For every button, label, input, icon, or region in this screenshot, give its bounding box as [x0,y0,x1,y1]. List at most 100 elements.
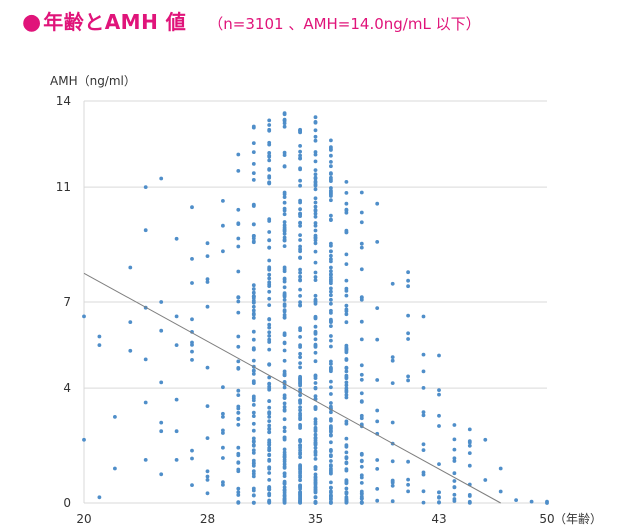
data-point [344,499,349,504]
data-point [344,201,349,206]
data-point [267,142,272,147]
data-point [329,145,333,150]
data-point [282,302,287,307]
data-point [282,435,287,440]
data-point [344,461,349,466]
data-point [298,335,302,339]
data-point [298,294,302,298]
data-point [329,463,333,468]
data-point [313,417,318,421]
data-point [313,337,318,342]
data-point [267,154,272,159]
data-point [251,381,256,385]
data-point [329,448,333,452]
data-point [467,500,472,505]
data-point [359,464,364,469]
data-point [359,377,364,382]
data-point [452,423,457,427]
data-point [298,211,302,216]
data-point [313,481,318,485]
data-point [467,493,472,497]
data-point [282,220,287,224]
data-point [267,448,272,452]
data-point [329,253,333,258]
data-point [267,317,272,322]
data-point [359,496,364,500]
data-point [329,217,333,222]
data-point [267,381,272,386]
data-point [298,383,302,388]
data-point [251,312,256,317]
data-point [251,236,256,241]
data-point [329,281,333,286]
data-point [359,452,364,457]
data-point [251,394,256,399]
data-point [236,500,241,505]
data-point [159,472,164,477]
data-point [452,456,457,461]
data-point [267,465,272,470]
data-point [406,482,410,487]
data-point [298,200,302,205]
data-point [467,443,472,448]
data-point [128,265,133,270]
data-point [313,442,318,446]
data-point [359,481,364,485]
data-point [344,312,349,317]
y-tick-label: 7 [63,295,71,309]
data-point [282,292,287,297]
data-point [452,499,457,503]
data-point [298,300,302,305]
data-point [174,429,179,434]
data-point [267,325,272,330]
data-point [298,478,302,483]
data-point [298,303,302,308]
data-point [359,210,364,215]
data-point [344,395,349,400]
data-point [344,490,349,495]
data-point [251,150,256,155]
data-point [313,183,318,188]
data-point [221,480,225,485]
data-point [344,252,349,257]
data-point [267,426,272,431]
data-point [406,337,410,341]
data-point [267,158,272,163]
data-point [190,448,194,453]
data-point [282,195,287,200]
data-point [282,429,287,434]
data-point [251,294,256,299]
data-point [236,169,241,173]
data-point [282,164,287,169]
data-point [298,375,302,380]
data-point [251,474,256,479]
chart-subtitle: （n=3101 、AMH=14.0ng/mL 以下） [208,15,481,33]
data-point [251,290,256,295]
data-point [282,455,287,459]
data-point [406,284,410,289]
data-point [282,401,287,406]
data-point [267,245,272,250]
data-point [298,355,302,360]
data-point [498,466,503,471]
data-point [236,269,241,274]
data-point [329,433,333,438]
data-point [251,369,256,373]
data-point [205,304,210,309]
data-point [329,301,333,306]
data-point [282,481,287,486]
data-point [267,238,272,243]
data-point [143,228,148,233]
data-point [329,425,333,430]
data-point [251,304,256,309]
data-point [344,207,349,212]
data-point [251,372,256,376]
data-point [190,349,194,354]
data-point [421,442,426,447]
data-point [313,179,318,184]
data-point [329,153,333,158]
data-point [298,483,302,488]
data-point [236,152,241,157]
data-point [298,178,302,183]
data-point [298,267,302,272]
